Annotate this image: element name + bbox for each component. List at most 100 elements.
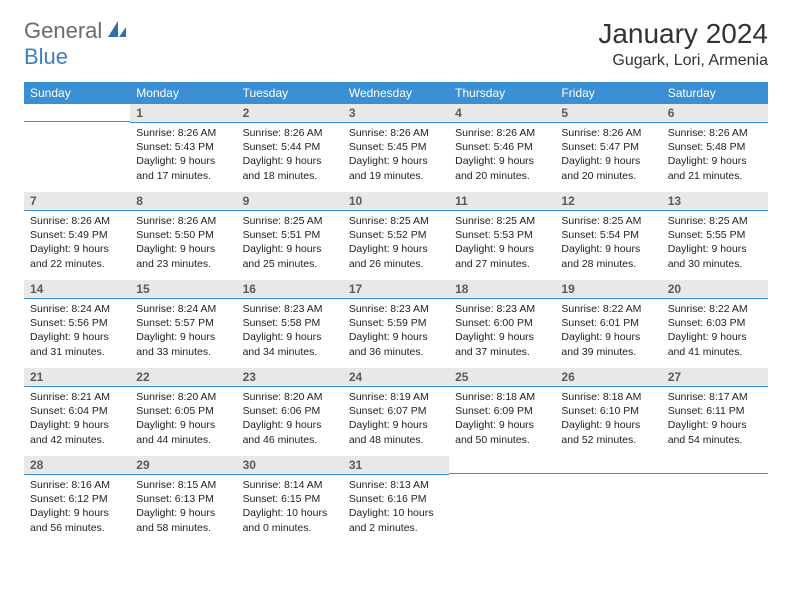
logo-text-general: General	[24, 18, 102, 44]
logo-text-blue: Blue	[24, 44, 68, 69]
day-body: Sunrise: 8:26 AMSunset: 5:49 PMDaylight:…	[24, 211, 130, 275]
day-body: Sunrise: 8:22 AMSunset: 6:01 PMDaylight:…	[555, 299, 661, 363]
day-body: Sunrise: 8:20 AMSunset: 6:06 PMDaylight:…	[237, 387, 343, 451]
header: General January 2024 Gugark, Lori, Armen…	[24, 18, 768, 70]
day-body: Sunrise: 8:26 AMSunset: 5:46 PMDaylight:…	[449, 123, 555, 187]
logo: General	[24, 18, 130, 44]
day-cell: 15Sunrise: 8:24 AMSunset: 5:57 PMDayligh…	[130, 280, 236, 368]
day-body: Sunrise: 8:15 AMSunset: 6:13 PMDaylight:…	[130, 475, 236, 539]
weekday-header: Wednesday	[343, 82, 449, 104]
day-number: 22	[130, 368, 236, 387]
day-number: 2	[237, 104, 343, 123]
day-body: Sunrise: 8:18 AMSunset: 6:10 PMDaylight:…	[555, 387, 661, 451]
day-cell: 8Sunrise: 8:26 AMSunset: 5:50 PMDaylight…	[130, 192, 236, 280]
day-number: 18	[449, 280, 555, 299]
day-number-empty	[555, 456, 661, 474]
title-block: January 2024 Gugark, Lori, Armenia	[598, 18, 768, 70]
day-number: 8	[130, 192, 236, 211]
day-number: 16	[237, 280, 343, 299]
day-number: 21	[24, 368, 130, 387]
day-cell: 23Sunrise: 8:20 AMSunset: 6:06 PMDayligh…	[237, 368, 343, 456]
day-body: Sunrise: 8:24 AMSunset: 5:57 PMDaylight:…	[130, 299, 236, 363]
day-body: Sunrise: 8:17 AMSunset: 6:11 PMDaylight:…	[662, 387, 768, 451]
week-row: 1Sunrise: 8:26 AMSunset: 5:43 PMDaylight…	[24, 104, 768, 192]
week-row: 14Sunrise: 8:24 AMSunset: 5:56 PMDayligh…	[24, 280, 768, 368]
day-body: Sunrise: 8:18 AMSunset: 6:09 PMDaylight:…	[449, 387, 555, 451]
day-cell: 21Sunrise: 8:21 AMSunset: 6:04 PMDayligh…	[24, 368, 130, 456]
day-cell: 4Sunrise: 8:26 AMSunset: 5:46 PMDaylight…	[449, 104, 555, 192]
day-body: Sunrise: 8:22 AMSunset: 6:03 PMDaylight:…	[662, 299, 768, 363]
logo-sail-icon	[106, 19, 128, 44]
day-cell: 10Sunrise: 8:25 AMSunset: 5:52 PMDayligh…	[343, 192, 449, 280]
day-cell	[449, 456, 555, 544]
day-number: 11	[449, 192, 555, 211]
day-cell: 30Sunrise: 8:14 AMSunset: 6:15 PMDayligh…	[237, 456, 343, 544]
day-cell: 6Sunrise: 8:26 AMSunset: 5:48 PMDaylight…	[662, 104, 768, 192]
day-cell: 18Sunrise: 8:23 AMSunset: 6:00 PMDayligh…	[449, 280, 555, 368]
week-row: 7Sunrise: 8:26 AMSunset: 5:49 PMDaylight…	[24, 192, 768, 280]
day-number: 17	[343, 280, 449, 299]
day-number-empty	[24, 104, 130, 122]
day-number: 3	[343, 104, 449, 123]
day-body: Sunrise: 8:24 AMSunset: 5:56 PMDaylight:…	[24, 299, 130, 363]
day-body: Sunrise: 8:23 AMSunset: 6:00 PMDaylight:…	[449, 299, 555, 363]
day-cell: 22Sunrise: 8:20 AMSunset: 6:05 PMDayligh…	[130, 368, 236, 456]
day-cell: 28Sunrise: 8:16 AMSunset: 6:12 PMDayligh…	[24, 456, 130, 544]
day-body: Sunrise: 8:25 AMSunset: 5:52 PMDaylight:…	[343, 211, 449, 275]
day-body: Sunrise: 8:26 AMSunset: 5:45 PMDaylight:…	[343, 123, 449, 187]
weekday-header: Thursday	[449, 82, 555, 104]
weekday-header-row: SundayMondayTuesdayWednesdayThursdayFrid…	[24, 82, 768, 104]
day-number: 25	[449, 368, 555, 387]
day-number: 12	[555, 192, 661, 211]
day-cell: 19Sunrise: 8:22 AMSunset: 6:01 PMDayligh…	[555, 280, 661, 368]
day-cell: 27Sunrise: 8:17 AMSunset: 6:11 PMDayligh…	[662, 368, 768, 456]
calendar-table: SundayMondayTuesdayWednesdayThursdayFrid…	[24, 82, 768, 544]
day-number-empty	[662, 456, 768, 474]
day-cell: 16Sunrise: 8:23 AMSunset: 5:58 PMDayligh…	[237, 280, 343, 368]
day-number: 26	[555, 368, 661, 387]
day-cell: 13Sunrise: 8:25 AMSunset: 5:55 PMDayligh…	[662, 192, 768, 280]
day-cell: 31Sunrise: 8:13 AMSunset: 6:16 PMDayligh…	[343, 456, 449, 544]
day-cell: 14Sunrise: 8:24 AMSunset: 5:56 PMDayligh…	[24, 280, 130, 368]
day-body: Sunrise: 8:25 AMSunset: 5:53 PMDaylight:…	[449, 211, 555, 275]
day-body: Sunrise: 8:25 AMSunset: 5:55 PMDaylight:…	[662, 211, 768, 275]
day-cell: 17Sunrise: 8:23 AMSunset: 5:59 PMDayligh…	[343, 280, 449, 368]
day-number: 20	[662, 280, 768, 299]
day-number: 27	[662, 368, 768, 387]
day-cell: 29Sunrise: 8:15 AMSunset: 6:13 PMDayligh…	[130, 456, 236, 544]
day-number: 7	[24, 192, 130, 211]
day-number: 28	[24, 456, 130, 475]
day-body: Sunrise: 8:26 AMSunset: 5:50 PMDaylight:…	[130, 211, 236, 275]
day-number: 9	[237, 192, 343, 211]
day-number: 4	[449, 104, 555, 123]
day-number: 1	[130, 104, 236, 123]
day-number: 13	[662, 192, 768, 211]
day-number: 29	[130, 456, 236, 475]
week-row: 21Sunrise: 8:21 AMSunset: 6:04 PMDayligh…	[24, 368, 768, 456]
day-number: 14	[24, 280, 130, 299]
weekday-header: Monday	[130, 82, 236, 104]
day-number: 10	[343, 192, 449, 211]
day-cell: 26Sunrise: 8:18 AMSunset: 6:10 PMDayligh…	[555, 368, 661, 456]
day-body: Sunrise: 8:26 AMSunset: 5:43 PMDaylight:…	[130, 123, 236, 187]
day-body: Sunrise: 8:13 AMSunset: 6:16 PMDaylight:…	[343, 475, 449, 539]
day-cell: 7Sunrise: 8:26 AMSunset: 5:49 PMDaylight…	[24, 192, 130, 280]
day-cell	[555, 456, 661, 544]
day-number: 30	[237, 456, 343, 475]
day-cell: 25Sunrise: 8:18 AMSunset: 6:09 PMDayligh…	[449, 368, 555, 456]
day-cell: 24Sunrise: 8:19 AMSunset: 6:07 PMDayligh…	[343, 368, 449, 456]
day-number: 31	[343, 456, 449, 475]
day-number: 24	[343, 368, 449, 387]
weekday-header: Tuesday	[237, 82, 343, 104]
day-body: Sunrise: 8:23 AMSunset: 5:59 PMDaylight:…	[343, 299, 449, 363]
day-number: 15	[130, 280, 236, 299]
day-cell: 9Sunrise: 8:25 AMSunset: 5:51 PMDaylight…	[237, 192, 343, 280]
day-body: Sunrise: 8:23 AMSunset: 5:58 PMDaylight:…	[237, 299, 343, 363]
day-body: Sunrise: 8:21 AMSunset: 6:04 PMDaylight:…	[24, 387, 130, 451]
day-body: Sunrise: 8:19 AMSunset: 6:07 PMDaylight:…	[343, 387, 449, 451]
day-body: Sunrise: 8:16 AMSunset: 6:12 PMDaylight:…	[24, 475, 130, 539]
day-cell: 5Sunrise: 8:26 AMSunset: 5:47 PMDaylight…	[555, 104, 661, 192]
day-number-empty	[449, 456, 555, 474]
day-body: Sunrise: 8:14 AMSunset: 6:15 PMDaylight:…	[237, 475, 343, 539]
day-body: Sunrise: 8:26 AMSunset: 5:44 PMDaylight:…	[237, 123, 343, 187]
